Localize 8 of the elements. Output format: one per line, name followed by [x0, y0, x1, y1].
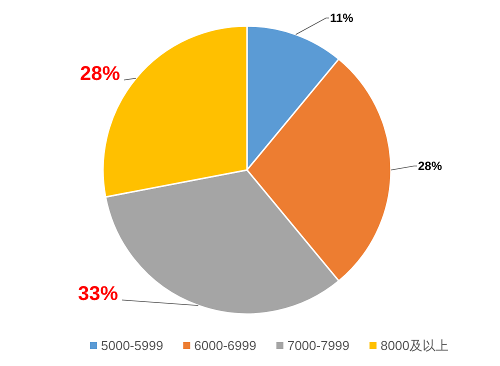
legend-label: 6000-6999	[194, 338, 256, 353]
legend-label: 7000-7999	[287, 338, 350, 353]
data-label: 11%	[330, 11, 354, 25]
data-label: 28%	[80, 63, 120, 85]
legend-label: 8000及以上	[380, 338, 448, 353]
data-label: 28%	[418, 159, 442, 173]
legend-label: 5000-5999	[101, 338, 164, 353]
data-label: 33%	[78, 283, 118, 305]
